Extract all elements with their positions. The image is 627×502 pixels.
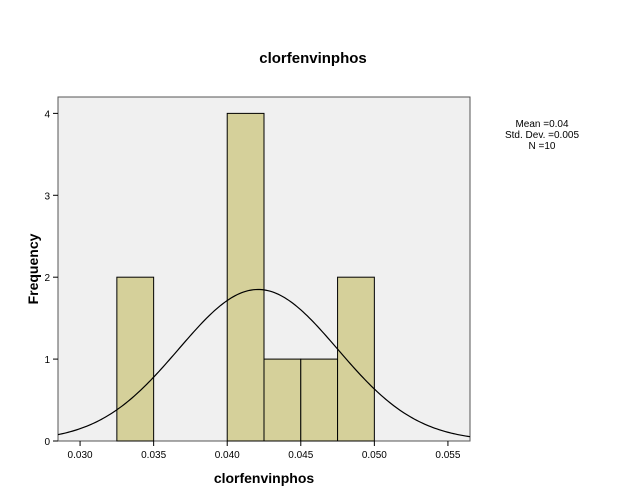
- y-tick-label: 4: [44, 109, 50, 120]
- histogram-bar-0: [116, 276, 155, 442]
- histogram-bar-1: [226, 112, 265, 442]
- y-tick-label: 3: [44, 191, 50, 202]
- normal-curve: [57, 288, 471, 438]
- y-tick-label: 1: [44, 355, 50, 366]
- x-tick-label: 0.050: [362, 450, 387, 461]
- stats-box: Mean =0.04 Std. Dev. =0.005 N =10: [505, 119, 579, 152]
- y-tick-label: 0: [44, 437, 50, 448]
- bars-group: [116, 112, 375, 442]
- x-tick-label: 0.045: [288, 450, 313, 461]
- histogram-bar-4: [337, 276, 375, 442]
- x-tick-label: 0.055: [435, 450, 460, 461]
- x-tick-label: 0.040: [215, 450, 240, 461]
- stats-n: N =10: [529, 141, 556, 152]
- histogram-bar-2: [263, 358, 302, 442]
- stats-std-dev: Std. Dev. =0.005: [505, 130, 579, 141]
- histogram-bar-3: [300, 358, 339, 442]
- chart-title: clorfenvinphos: [259, 50, 367, 67]
- y-axis: 0 1 2 3 4: [44, 109, 58, 448]
- stats-mean: Mean =0.04: [515, 119, 569, 130]
- x-axis-label: clorfenvinphos: [214, 470, 315, 486]
- y-axis-label: Frequency: [25, 233, 41, 304]
- x-tick-label: 0.035: [141, 450, 166, 461]
- x-axis: 0.030 0.035 0.040 0.045 0.050 0.055: [68, 441, 461, 461]
- y-tick-label: 2: [44, 273, 50, 284]
- x-tick-label: 0.030: [68, 450, 93, 461]
